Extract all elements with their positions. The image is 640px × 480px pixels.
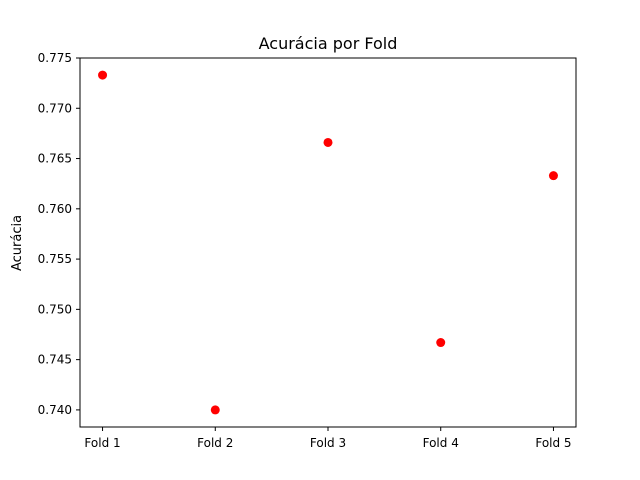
y-axis-label: Acurácia	[10, 215, 25, 271]
y-tick-label: 0.775	[38, 51, 72, 65]
x-tick-label: Fold 3	[310, 436, 346, 450]
y-tick-label: 0.750	[38, 302, 72, 316]
y-tick-label: 0.745	[38, 353, 72, 367]
x-tick-label: Fold 2	[197, 436, 233, 450]
data-point	[98, 70, 108, 80]
data-point	[210, 405, 220, 415]
x-tick-label: Fold 4	[423, 436, 459, 450]
data-point	[436, 338, 446, 348]
x-tick-label: Fold 1	[84, 436, 120, 450]
y-tick-label: 0.755	[38, 252, 72, 266]
plot-area: 0.740 0.745 0.750 0.755 0.760 0.765 0.770 0.775…	[38, 51, 577, 450]
data-point	[323, 137, 333, 147]
y-tick-label: 0.760	[38, 202, 72, 216]
y-tick-label: 0.770	[38, 101, 72, 115]
plot-frame	[79, 57, 577, 428]
y-tick-label: 0.765	[38, 152, 72, 166]
chart-title: Acurácia por Fold	[259, 34, 398, 53]
x-tick-label: Fold 5	[535, 436, 571, 450]
data-point	[548, 171, 558, 181]
y-tick-label: 0.740	[38, 403, 72, 417]
